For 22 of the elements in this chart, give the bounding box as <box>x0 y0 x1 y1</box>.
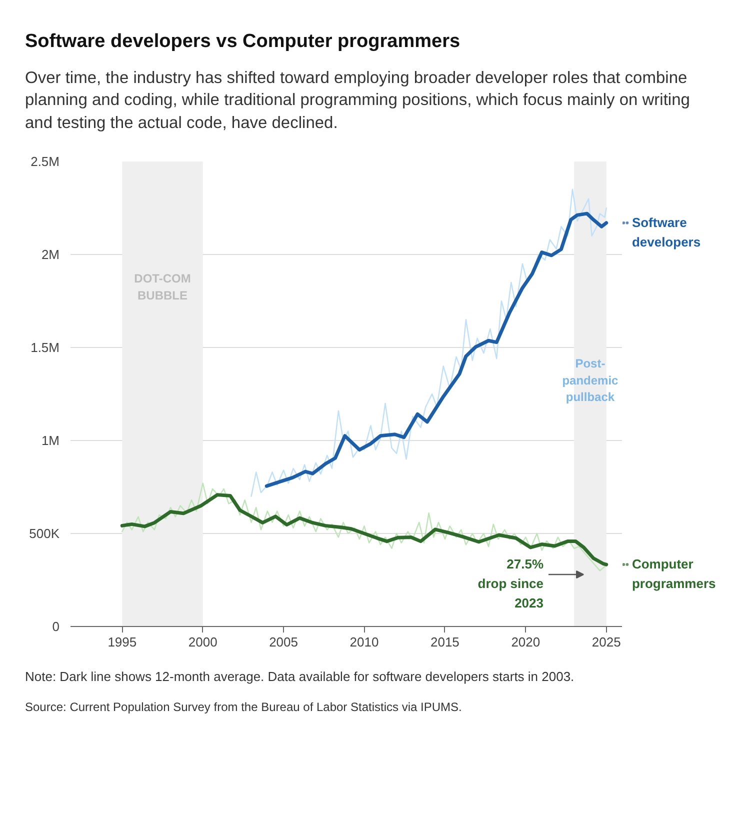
annotation: 27.5% drop since 2023 <box>478 556 544 610</box>
x-tick-label: 2020 <box>511 634 540 650</box>
x-tick-label: 2010 <box>350 634 379 650</box>
band-label: Post- pandemic pullback <box>562 356 619 404</box>
y-tick-label: 1.5M <box>30 340 60 355</box>
x-tick-label: 2000 <box>188 634 218 650</box>
y-tick-label: 500K <box>29 526 60 541</box>
y-tick-label: 0 <box>52 618 60 634</box>
line-series <box>122 482 607 572</box>
legend-label: Computer programmers <box>632 556 716 591</box>
y-tick-label: 2.5M <box>30 154 60 169</box>
chart-subtitle: Over time, the industry has shifted toward employing broader developer roles that combine planning and coding, while traditional programming positions, which focus mainly on writing and testing the actual code, have declined. <box>25 68 691 134</box>
text: Note: Dark line shows 12-month average. Data available for software developers starts in 2003. <box>25 668 574 686</box>
y-tick-label: 1M <box>41 432 60 448</box>
x-tick-label: 2015 <box>430 634 460 650</box>
y-tick-label: 2M <box>41 246 60 262</box>
legend-label: Software developers <box>632 214 701 250</box>
x-tick-label: 1995 <box>108 634 137 650</box>
x-tick-label: 2005 <box>269 634 298 650</box>
source-note: Source: Current Population Survey from the Bureau of Labor Statistics via IPUMS. <box>25 698 462 716</box>
x-tick-label: 2025 <box>592 634 621 650</box>
chart-title: Software developers vs Computer programmers <box>25 30 460 54</box>
